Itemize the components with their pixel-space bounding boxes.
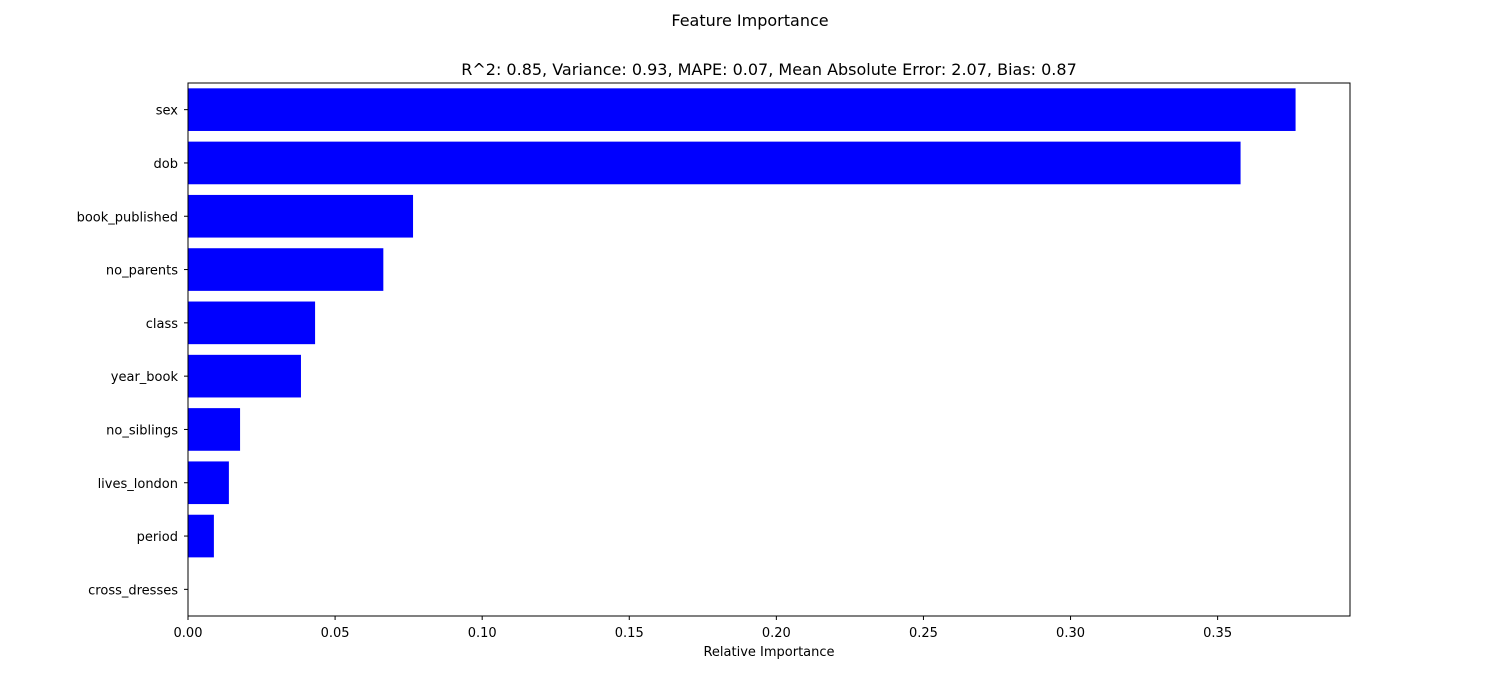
x-tick-label: 0.35 bbox=[1203, 626, 1232, 641]
bars-group bbox=[188, 88, 1296, 558]
y-tick-label: year_book bbox=[111, 370, 179, 385]
y-tick-label: sex bbox=[156, 104, 179, 119]
x-tick-label: 0.10 bbox=[468, 626, 497, 641]
chart-title: R^2: 0.85, Variance: 0.93, MAPE: 0.07, M… bbox=[461, 60, 1077, 79]
y-tick-label: lives_london bbox=[98, 477, 178, 492]
plot-area-frame bbox=[187, 82, 1351, 617]
x-tick-label: 0.20 bbox=[762, 626, 791, 641]
bar-book_published bbox=[188, 194, 414, 238]
y-tick-label: dob bbox=[154, 157, 178, 172]
chart-suptitle: Feature Importance bbox=[671, 11, 828, 30]
bar-period bbox=[188, 514, 214, 558]
y-tick-label: book_published bbox=[77, 210, 178, 225]
bar-year_book bbox=[188, 354, 301, 398]
y-tick-label: class bbox=[146, 317, 178, 332]
y-tick-label: cross_dresses bbox=[88, 583, 178, 598]
bar-dob bbox=[188, 141, 1241, 185]
x-axis-ticks: 0.00 0.05 0.10 0.15 0.20 0.25 0.30 0.35 bbox=[174, 616, 1232, 641]
bar-no_siblings bbox=[188, 408, 241, 451]
x-tick-label: 0.25 bbox=[909, 626, 938, 641]
y-tick-label: no_siblings bbox=[106, 423, 178, 438]
x-tick-label: 0.15 bbox=[615, 626, 644, 641]
x-tick-label: 0.00 bbox=[174, 626, 203, 641]
bar-class bbox=[188, 301, 316, 345]
bar-lives_london bbox=[188, 461, 229, 505]
x-axis-label: Relative Importance bbox=[703, 645, 834, 660]
y-tick-label: period bbox=[137, 530, 178, 545]
x-tick-label: 0.30 bbox=[1056, 626, 1085, 641]
bar-sex bbox=[188, 88, 1296, 131]
y-tick-label: no_parents bbox=[106, 264, 178, 279]
x-tick-label: 0.05 bbox=[321, 626, 350, 641]
bar-no_parents bbox=[188, 248, 384, 291]
